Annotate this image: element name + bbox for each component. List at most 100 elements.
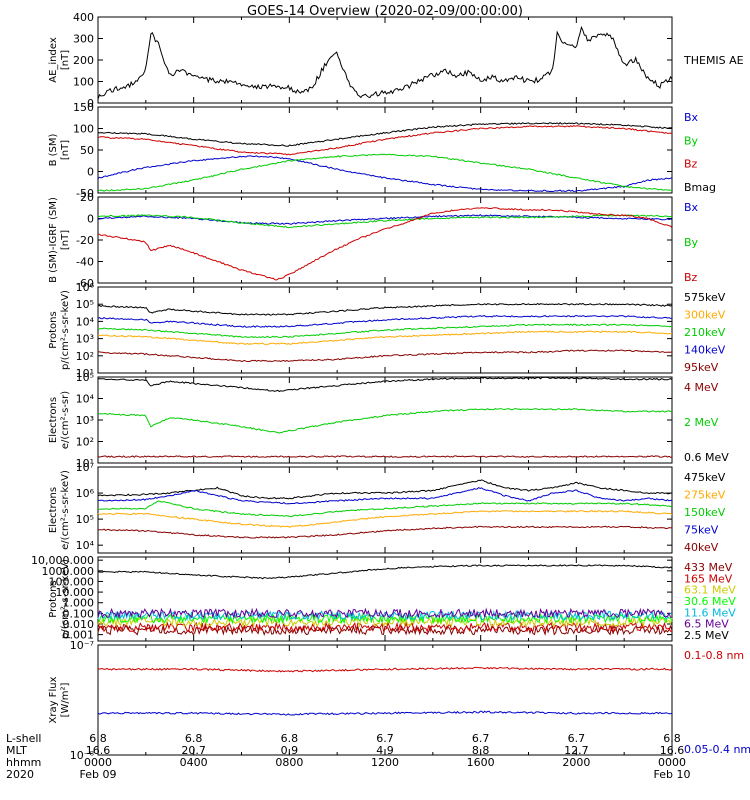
series-line-6-5-mev [97, 607, 673, 620]
series-line-140kev [97, 315, 673, 328]
panel-7: 0.0010.0100.1001.00010.000100.0001000.00… [31, 554, 736, 642]
legend-label: 475keV [684, 471, 726, 484]
y-tick-label: 10³ [76, 333, 94, 346]
footer-value: 0000 [84, 756, 112, 769]
y-tick-label: 10⁴ [76, 539, 95, 552]
series-line-by [97, 214, 673, 229]
legend-label: 63.1 MeV [684, 584, 736, 597]
y-axis-label: Electrons [48, 397, 59, 443]
plot-frame [97, 466, 673, 554]
series-line-210kev [97, 323, 673, 339]
y-tick-label: 10⁴ [76, 393, 95, 406]
series-line-themis-ae [97, 25, 673, 100]
y-tick-label: 10¹ [76, 367, 94, 380]
y-tick-label: 10.000 [56, 586, 95, 599]
panel-6: 10⁴ 10⁵ 10⁶ 10⁷ Electrons e/(cm²-s-sr-keV) 475… [48, 461, 726, 554]
series-line-2-mev [97, 408, 673, 434]
legend-label: 4 MeV [684, 381, 719, 394]
footer-value: 12.7 [564, 744, 589, 757]
panel-1: 0 100 200 300 400 AE_index [nT] THEMIS AE [48, 11, 744, 110]
y-tick-label: 0 [87, 166, 94, 179]
series-line-165-mev [97, 621, 672, 633]
y-tick-label: -40 [76, 256, 94, 269]
series-line-150kev [97, 500, 673, 518]
legend-label: 300keV [684, 309, 726, 322]
legend-label: By [684, 134, 699, 147]
y-tick-label: 300 [73, 33, 94, 46]
y-axis-label: [nT] [60, 50, 71, 70]
y-tick-label: 10² [76, 350, 94, 363]
legend-label: 2 MeV [684, 416, 719, 429]
y-tick-label: 0 [87, 97, 94, 110]
legend-label: 210keV [684, 326, 726, 339]
legend-label: 140keV [684, 344, 726, 357]
series-line-575kev [97, 302, 673, 316]
y-tick-label: 0 [87, 213, 94, 226]
footer-value: 20.7 [181, 744, 206, 757]
y-tick-label: 200 [73, 54, 94, 67]
footer-value: Feb 10 [654, 768, 691, 781]
series-line-by [97, 153, 673, 192]
y-axis-label: e/(cm²-s-sr-keV) [60, 470, 71, 550]
y-tick-label: 10,000.000 [31, 554, 94, 567]
panel-2: -50 0 50 100 150 B (SM) [nT] Bx By Bz Bmag [48, 101, 716, 200]
y-axis-label: AE_index [48, 37, 59, 83]
series-line-475kev [97, 479, 672, 500]
legend-label: Bz [684, 158, 698, 171]
y-axis-label: p/(cm²-s-sr-keV) [60, 559, 71, 639]
panel-5: 10¹ 10² 10³ 10⁴ 10⁵ Electrons e/(cm²-s-sr) 4 Me… [48, 371, 729, 470]
footer-value: 4.9 [376, 744, 394, 757]
y-axis-label: [W/m²] [60, 682, 71, 717]
plot-frame [97, 376, 673, 464]
footer-value: 6.7 [376, 732, 394, 745]
series-line-75kev [98, 486, 672, 505]
legend-label: 75keV [684, 524, 719, 537]
footer-value: 2000 [562, 756, 590, 769]
series-line-0-05-0-4-nm [97, 710, 673, 716]
series-line-bx [97, 155, 673, 193]
legend-label: 165 MeV [684, 572, 733, 585]
series-line-11-6-mev [97, 609, 673, 621]
legend-label: 30.6 MeV [684, 595, 736, 608]
footer-value: 16.6 [86, 744, 111, 757]
y-tick-label: 10⁶ [76, 487, 95, 500]
legend-label: 275keV [684, 489, 726, 502]
legend-label: Bx [684, 201, 699, 214]
footer-row-label: hhmm [6, 756, 41, 769]
y-axis-label: Xray Flux [48, 676, 59, 723]
series-line-2-5-mev [97, 564, 673, 580]
footer-value: 8.8 [472, 744, 490, 757]
series-line-bmag [97, 122, 673, 147]
legend-label: Bx [684, 111, 699, 124]
y-axis-label: [nT] [60, 230, 71, 250]
y-tick-label: 100.000 [49, 575, 95, 588]
y-axis-label: Electrons [48, 487, 59, 533]
legend-label: 11.6 MeV [684, 606, 736, 619]
plot-frame [97, 16, 673, 104]
legend-label: 95keV [684, 361, 719, 374]
footer-value: 6.8 [663, 732, 681, 745]
footer-row-label: 2020 [6, 768, 34, 781]
footer-value: 6.8 [185, 732, 203, 745]
panel-4: 10¹ 10² 10³ 10⁴ 10⁵ 10⁶ Protons p/(cm²-s-sr-keV… [48, 281, 726, 380]
footer-value: 1600 [467, 756, 495, 769]
y-tick-label: 10⁶ [76, 281, 95, 294]
legend-label: 150keV [684, 506, 726, 519]
series-line-275kev [97, 509, 673, 528]
y-tick-label: -60 [76, 277, 94, 290]
y-tick-label: 100 [73, 76, 94, 89]
y-tick-label: 0.010 [63, 618, 95, 631]
y-tick-label: 100 [73, 123, 94, 136]
y-tick-label: 150 [73, 101, 94, 114]
legend-label: Bmag [684, 181, 716, 194]
footer-value: 0000 [658, 756, 686, 769]
y-axis-label: Protons [48, 311, 59, 348]
footer-value: Feb 09 [80, 768, 117, 781]
y-tick-label: 10⁻⁸ [70, 749, 95, 762]
footer-value: 1200 [371, 756, 399, 769]
y-tick-label: 1000.000 [42, 565, 95, 578]
footer-value: 6.7 [568, 732, 586, 745]
